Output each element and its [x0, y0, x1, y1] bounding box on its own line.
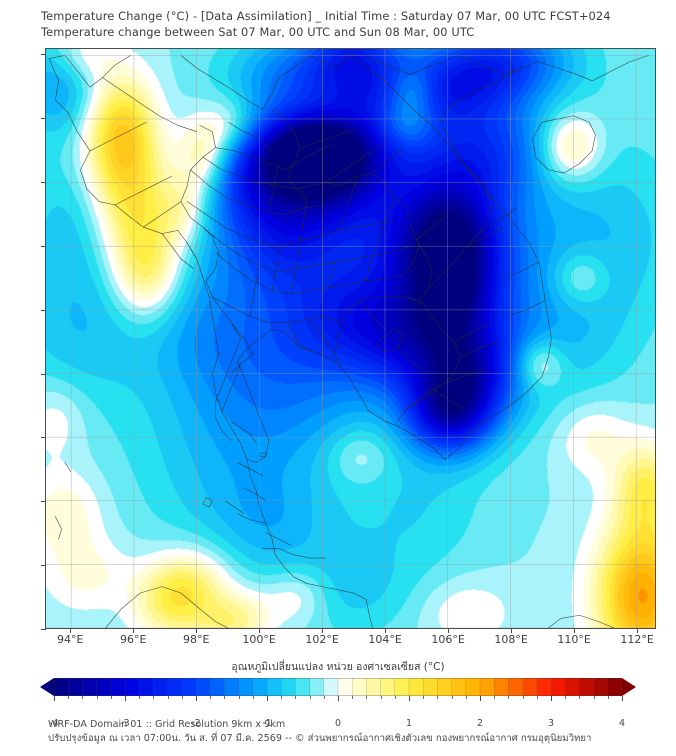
latitude-tick-mark	[41, 245, 46, 247]
longitude-tick-label: 98°E	[182, 633, 210, 646]
colorbar-min-extend-arrow	[40, 678, 54, 696]
colorbar-major-tick	[267, 696, 268, 701]
colorbar-major-tick	[622, 696, 623, 701]
colorbar-minor-tick	[352, 696, 354, 699]
footer-credit: ปรับปรุงข้อมูล ณ เวลา 07:00น. วัน ส. ที่…	[48, 733, 592, 744]
colorbar-minor-tick	[593, 696, 595, 699]
latitude-tick-mark	[41, 565, 46, 567]
colorbar-major-tick	[125, 696, 126, 701]
colorbar-minor-tick	[565, 696, 567, 699]
latitude-tick-mark	[41, 373, 46, 375]
colorbar-minor-tick	[423, 696, 425, 699]
colorbar-tick-label: 4	[618, 718, 626, 729]
colorbar-minor-tick	[68, 696, 70, 699]
colorbar-minor-tick	[110, 696, 112, 699]
colorbar-tick-label: -3	[120, 718, 130, 729]
colorbar-body	[54, 678, 622, 696]
longitude-tick-label: 100°E	[242, 633, 276, 646]
latitude-tick-mark	[41, 54, 46, 56]
colorbar-minor-tick	[451, 696, 453, 699]
colorbar-minor-tick	[366, 696, 368, 699]
colorbar-segment-lines	[54, 678, 622, 696]
colorbar-tick-label: 1	[405, 718, 413, 729]
longitude-tick-mark	[70, 628, 72, 633]
chart-title-block: Temperature Change (°C) - [Data Assimila…	[41, 9, 661, 40]
colorbar-minor-tick	[139, 696, 141, 699]
colorbar-minor-tick	[224, 696, 226, 699]
colorbar-minor-tick	[323, 696, 325, 699]
colorbar-minor-tick	[309, 696, 311, 699]
longitude-tick-mark	[574, 628, 576, 633]
colorbar-tick-label: 2	[476, 718, 484, 729]
chart-title-line-2: Temperature change between Sat 07 Mar, 0…	[41, 24, 475, 39]
colorbar-minor-tick	[295, 696, 297, 699]
colorbar-minor-tick	[153, 696, 155, 699]
colorbar-title: อุณหภูมิเปลี่ยนแปลง หน่วย องศาเซลเซียส (…	[231, 661, 445, 673]
longitude-tick-mark	[511, 628, 513, 633]
latitude-tick-mark	[41, 437, 46, 439]
longitude-tick-label: 102°E	[305, 633, 339, 646]
colorbar-major-tick	[409, 696, 410, 701]
colorbar-minor-tick	[82, 696, 84, 699]
colorbar-minor-tick	[238, 696, 240, 699]
colorbar-minor-tick	[465, 696, 467, 699]
colorbar-minor-tick	[579, 696, 581, 699]
chart-title-line-1: Temperature Change (°C) - [Data Assimila…	[41, 9, 611, 23]
colorbar-minor-tick	[210, 696, 212, 699]
map-plot-area	[45, 48, 656, 629]
colorbar-tick-label: 0	[334, 718, 342, 729]
longitude-tick-mark	[448, 628, 450, 633]
longitude-tick-mark	[196, 628, 198, 633]
latitude-tick-mark	[41, 501, 46, 503]
colorbar-major-tick	[338, 696, 339, 701]
colorbar-minor-tick	[607, 696, 609, 699]
colorbar-minor-tick	[96, 696, 98, 699]
colorbar-major-tick	[54, 696, 55, 701]
longitude-tick-mark	[322, 628, 324, 633]
colorbar-minor-tick	[167, 696, 169, 699]
longitude-tick-label: 108°E	[494, 633, 528, 646]
latitude-tick-mark	[41, 309, 46, 311]
colorbar: -4 -3 -2 -1 0 1 2 3 4	[40, 678, 636, 729]
colorbar-major-tick	[196, 696, 197, 701]
colorbar-tick-label: -1	[262, 718, 272, 729]
longitude-tick-mark	[259, 628, 261, 633]
colorbar-minor-tick	[508, 696, 510, 699]
longitude-tick-mark	[637, 628, 639, 633]
colorbar-tick-label: -2	[191, 718, 201, 729]
colorbar-minor-tick	[394, 696, 396, 699]
colorbar-minor-tick	[437, 696, 439, 699]
footer-block: WRF-DA Domain 01 :: Grid Resolution 9km …	[48, 718, 668, 746]
colorbar-tick-label: 3	[547, 718, 555, 729]
longitude-tick-label: 94°E	[56, 633, 84, 646]
colorbar-minor-tick	[252, 696, 254, 699]
colorbar-minor-tick	[494, 696, 496, 699]
latitude-tick-mark	[41, 118, 46, 120]
colorbar-minor-tick	[181, 696, 183, 699]
longitude-tick-mark	[133, 628, 135, 633]
longitude-tick-label: 110°E	[557, 633, 591, 646]
colorbar-major-tick	[551, 696, 552, 701]
lat-lon-gridlines	[46, 49, 655, 628]
longitude-tick-label: 104°E	[368, 633, 402, 646]
latitude-tick-mark	[41, 182, 46, 184]
longitude-tick-label: 106°E	[431, 633, 465, 646]
longitude-tick-label: 96°E	[119, 633, 147, 646]
colorbar-tick-label: -4	[49, 718, 59, 729]
temperature-change-field	[46, 49, 655, 628]
colorbar-minor-tick	[380, 696, 382, 699]
colorbar-minor-tick	[536, 696, 538, 699]
colorbar-major-tick	[480, 696, 481, 701]
latitude-tick-mark	[41, 629, 46, 630]
footer-model-info: WRF-DA Domain 01 :: Grid Resolution 9km …	[48, 719, 286, 730]
longitude-tick-mark	[385, 628, 387, 633]
colorbar-minor-tick	[281, 696, 283, 699]
colorbar-max-extend-arrow	[622, 678, 636, 696]
colorbar-minor-tick	[522, 696, 524, 699]
longitude-tick-label: 112°E	[620, 633, 654, 646]
